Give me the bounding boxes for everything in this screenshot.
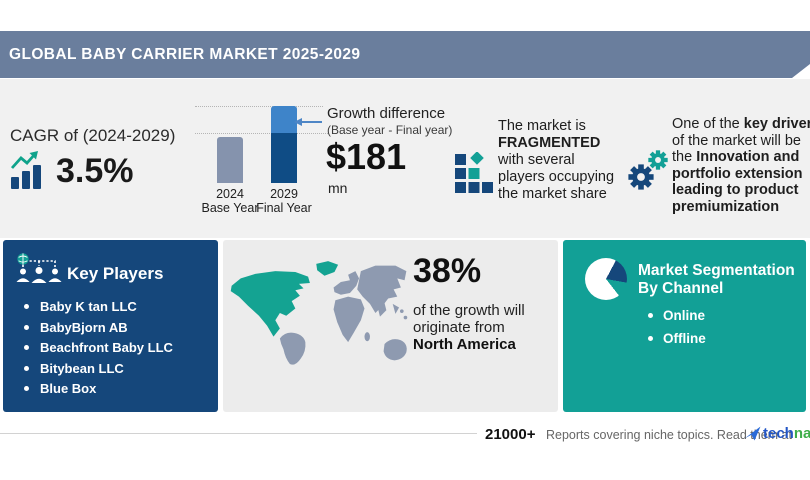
growth-origin-text: of the growth will originate from <box>413 302 525 336</box>
key-drivers-driver: Innovation and portfolio extension leadi… <box>672 149 803 215</box>
bullet-icon <box>648 312 653 318</box>
segmentation-title: Market Segmentation By Channel <box>638 262 795 297</box>
reference-dotline-base <box>195 133 328 134</box>
fragmented-statement: The market is FRAGMENTED with several pl… <box>498 118 628 203</box>
bullet-icon <box>24 386 29 391</box>
list-item: Online <box>648 307 706 323</box>
key-drivers-statement: One of the key drivers of the market wil… <box>672 116 810 215</box>
key-players-box: Key Players Baby K tan LLC BabyBjorn AB … <box>3 240 218 412</box>
fragmented-line: with several <box>498 152 575 168</box>
segmentation-box: Market Segmentation By Channel Online Of… <box>563 240 806 412</box>
player-name: Blue Box <box>40 381 97 396</box>
fragmented-line: players occupying <box>498 169 615 185</box>
bullet-icon <box>24 324 29 330</box>
growth-percent: 38% <box>413 252 482 290</box>
key-drivers-mid: of the market will be the <box>672 132 801 166</box>
player-name: Baby K tan LLC <box>40 299 137 314</box>
world-map <box>228 258 410 373</box>
growth-difference-amount: $181 <box>326 136 407 177</box>
bar-2029-base <box>271 133 297 183</box>
technavio-arrow-icon <box>744 426 761 440</box>
gears-icon <box>628 148 672 197</box>
bar-2024-year-label: 2024 <box>216 187 244 201</box>
growth-region: North America <box>413 336 516 353</box>
top-stats-band <box>0 79 810 238</box>
growth-difference-unit: mn <box>328 180 348 196</box>
reference-dotline-final <box>195 106 323 107</box>
segment-name: Offline <box>663 330 706 346</box>
list-item: BabyBjorn AB <box>24 319 173 335</box>
bullet-icon <box>648 335 653 341</box>
bar-2029-role-label: Final Year <box>256 201 312 215</box>
brand-part-navio: navio <box>793 425 810 442</box>
list-item: Baby K tan LLC <box>24 299 173 314</box>
footer-divider <box>0 433 477 434</box>
header-bar: GLOBAL BABY CARRIER MARKET 2025-2029 <box>0 31 810 78</box>
bullet-icon <box>24 345 29 350</box>
player-name: BabyBjorn AB <box>40 319 128 335</box>
growth-annotation-arrowhead-icon <box>294 118 302 126</box>
bar-2029-year-label: 2029 <box>270 187 298 201</box>
reports-text: Reports covering niche topics. Read them… <box>546 428 792 442</box>
technavio-logo[interactable]: technavio <box>744 425 810 442</box>
pie-chart-icon <box>585 258 627 300</box>
fragmented-line: the market share <box>498 186 607 202</box>
fragmented-squares-icon <box>455 151 501 201</box>
cagr-label: CAGR of (2024-2029) <box>10 126 176 145</box>
list-item: Blue Box <box>24 381 173 396</box>
cagr-growth-icon <box>10 150 52 195</box>
list-item: Offline <box>648 330 706 346</box>
player-name: Bitybean LLC <box>40 360 124 376</box>
growth-difference-title: Growth difference <box>327 105 446 122</box>
list-item: Bitybean LLC <box>24 360 173 376</box>
cagr-value: 3.5% <box>56 152 134 190</box>
header-corner-notch <box>792 64 810 78</box>
bar-2029 <box>271 106 297 183</box>
bullet-icon <box>24 304 29 309</box>
segmentation-list: Online Offline <box>648 308 706 354</box>
page-title: GLOBAL BABY CARRIER MARKET 2025-2029 <box>9 45 361 63</box>
bar-2029-growth <box>271 106 297 133</box>
key-players-list: Baby K tan LLC BabyBjorn AB Beachfront B… <box>24 299 173 403</box>
key-drivers-term: key drivers <box>743 116 810 132</box>
growth-difference-subtitle: (Base year - Final year) <box>327 123 453 137</box>
fragmented-keyword: FRAGMENTED <box>498 135 601 151</box>
list-item: Beachfront Baby LLC <box>24 340 173 355</box>
fragmented-line: The market is <box>498 118 586 134</box>
key-drivers-prefix: One of the <box>672 116 744 132</box>
key-players-org-icon <box>13 252 63 295</box>
regional-growth-box: 38% of the growth will originate from No… <box>223 240 558 412</box>
brand-part-tech: tech <box>763 425 794 442</box>
player-name: Beachfront Baby LLC <box>40 340 173 355</box>
bullet-icon <box>24 365 29 371</box>
key-players-title: Key Players <box>67 264 164 283</box>
bar-2024 <box>217 137 243 183</box>
reports-count: 21000+ <box>485 426 536 443</box>
bar-2024-role-label: Base Year <box>201 201 259 215</box>
segment-name: Online <box>663 307 706 323</box>
growth-annotation-arrow <box>301 121 322 123</box>
